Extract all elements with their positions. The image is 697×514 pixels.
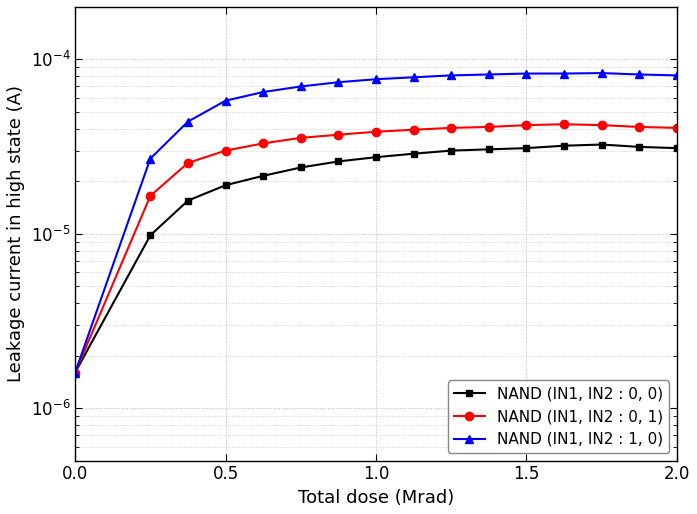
NAND (IN1, IN2 : 1, 0): (0.625, 6.5e-05): 1, 0): (0.625, 6.5e-05) xyxy=(259,89,268,95)
NAND (IN1, IN2 : 0, 1): (1.12, 3.95e-05): 0, 1): (1.12, 3.95e-05) xyxy=(409,126,418,133)
NAND (IN1, IN2 : 0, 0): (0.375, 1.55e-05): 0, 0): (0.375, 1.55e-05) xyxy=(184,197,192,204)
NAND (IN1, IN2 : 0, 1): (0, 1.6e-06): 0, 1): (0, 1.6e-06) xyxy=(71,370,79,376)
NAND (IN1, IN2 : 0, 1): (1.88, 4.1e-05): 0, 1): (1.88, 4.1e-05) xyxy=(635,124,643,130)
NAND (IN1, IN2 : 0, 1): (0.625, 3.3e-05): 0, 1): (0.625, 3.3e-05) xyxy=(259,140,268,146)
NAND (IN1, IN2 : 0, 0): (0.625, 2.15e-05): 0, 0): (0.625, 2.15e-05) xyxy=(259,173,268,179)
NAND (IN1, IN2 : 0, 0): (1.5, 3.1e-05): 0, 0): (1.5, 3.1e-05) xyxy=(522,145,530,151)
NAND (IN1, IN2 : 0, 1): (0.375, 2.55e-05): 0, 1): (0.375, 2.55e-05) xyxy=(184,160,192,166)
NAND (IN1, IN2 : 0, 0): (2, 3.1e-05): 0, 0): (2, 3.1e-05) xyxy=(673,145,681,151)
NAND (IN1, IN2 : 0, 0): (0.5, 1.9e-05): 0, 0): (0.5, 1.9e-05) xyxy=(222,182,230,188)
NAND (IN1, IN2 : 0, 0): (0.75, 2.4e-05): 0, 0): (0.75, 2.4e-05) xyxy=(297,164,305,171)
NAND (IN1, IN2 : 1, 0): (0.75, 7e-05): 1, 0): (0.75, 7e-05) xyxy=(297,83,305,89)
NAND (IN1, IN2 : 0, 1): (1, 3.85e-05): 0, 1): (1, 3.85e-05) xyxy=(372,128,380,135)
NAND (IN1, IN2 : 0, 1): (0.75, 3.55e-05): 0, 1): (0.75, 3.55e-05) xyxy=(297,135,305,141)
NAND (IN1, IN2 : 0, 1): (0.875, 3.7e-05): 0, 1): (0.875, 3.7e-05) xyxy=(334,132,342,138)
X-axis label: Total dose (Mrad): Total dose (Mrad) xyxy=(298,489,454,507)
NAND (IN1, IN2 : 1, 0): (0.375, 4.4e-05): 1, 0): (0.375, 4.4e-05) xyxy=(184,119,192,125)
NAND (IN1, IN2 : 0, 1): (1.38, 4.1e-05): 0, 1): (1.38, 4.1e-05) xyxy=(484,124,493,130)
NAND (IN1, IN2 : 0, 1): (1.62, 4.25e-05): 0, 1): (1.62, 4.25e-05) xyxy=(560,121,568,127)
NAND (IN1, IN2 : 0, 1): (1.25, 4.05e-05): 0, 1): (1.25, 4.05e-05) xyxy=(447,125,455,131)
NAND (IN1, IN2 : 1, 0): (1.75, 8.35e-05): 1, 0): (1.75, 8.35e-05) xyxy=(597,70,606,76)
NAND (IN1, IN2 : 0, 0): (1.88, 3.15e-05): 0, 0): (1.88, 3.15e-05) xyxy=(635,144,643,150)
NAND (IN1, IN2 : 1, 0): (0, 1.6e-06): 1, 0): (0, 1.6e-06) xyxy=(71,370,79,376)
NAND (IN1, IN2 : 1, 0): (0.5, 5.8e-05): 1, 0): (0.5, 5.8e-05) xyxy=(222,98,230,104)
NAND (IN1, IN2 : 1, 0): (0.875, 7.4e-05): 1, 0): (0.875, 7.4e-05) xyxy=(334,79,342,85)
NAND (IN1, IN2 : 1, 0): (1.25, 8.1e-05): 1, 0): (1.25, 8.1e-05) xyxy=(447,72,455,79)
NAND (IN1, IN2 : 0, 0): (1.38, 3.05e-05): 0, 0): (1.38, 3.05e-05) xyxy=(484,146,493,153)
NAND (IN1, IN2 : 0, 0): (1.12, 2.88e-05): 0, 0): (1.12, 2.88e-05) xyxy=(409,151,418,157)
NAND (IN1, IN2 : 1, 0): (0.25, 2.7e-05): 1, 0): (0.25, 2.7e-05) xyxy=(146,156,155,162)
NAND (IN1, IN2 : 1, 0): (1, 7.7e-05): 1, 0): (1, 7.7e-05) xyxy=(372,76,380,82)
NAND (IN1, IN2 : 0, 0): (0.25, 9.8e-06): 0, 0): (0.25, 9.8e-06) xyxy=(146,232,155,238)
Line: NAND (IN1, IN2 : 0, 1): NAND (IN1, IN2 : 0, 1) xyxy=(71,120,681,377)
NAND (IN1, IN2 : 0, 0): (1.62, 3.2e-05): 0, 0): (1.62, 3.2e-05) xyxy=(560,142,568,149)
Y-axis label: Leakage current in high state (A): Leakage current in high state (A) xyxy=(7,85,25,382)
NAND (IN1, IN2 : 1, 0): (1.62, 8.3e-05): 1, 0): (1.62, 8.3e-05) xyxy=(560,70,568,77)
NAND (IN1, IN2 : 1, 0): (1.5, 8.3e-05): 1, 0): (1.5, 8.3e-05) xyxy=(522,70,530,77)
NAND (IN1, IN2 : 0, 0): (1, 2.75e-05): 0, 0): (1, 2.75e-05) xyxy=(372,154,380,160)
NAND (IN1, IN2 : 0, 1): (1.75, 4.2e-05): 0, 1): (1.75, 4.2e-05) xyxy=(597,122,606,128)
NAND (IN1, IN2 : 0, 0): (1.75, 3.25e-05): 0, 0): (1.75, 3.25e-05) xyxy=(597,141,606,148)
NAND (IN1, IN2 : 0, 0): (1.25, 3e-05): 0, 0): (1.25, 3e-05) xyxy=(447,148,455,154)
NAND (IN1, IN2 : 1, 0): (1.12, 7.9e-05): 1, 0): (1.12, 7.9e-05) xyxy=(409,74,418,80)
NAND (IN1, IN2 : 0, 1): (0.25, 1.65e-05): 0, 1): (0.25, 1.65e-05) xyxy=(146,193,155,199)
Line: NAND (IN1, IN2 : 0, 0): NAND (IN1, IN2 : 0, 0) xyxy=(72,141,680,376)
Legend: NAND (IN1, IN2 : 0, 0), NAND (IN1, IN2 : 0, 1), NAND (IN1, IN2 : 1, 0): NAND (IN1, IN2 : 0, 0), NAND (IN1, IN2 :… xyxy=(448,380,669,453)
NAND (IN1, IN2 : 0, 1): (1.5, 4.2e-05): 0, 1): (1.5, 4.2e-05) xyxy=(522,122,530,128)
NAND (IN1, IN2 : 1, 0): (1.88, 8.2e-05): 1, 0): (1.88, 8.2e-05) xyxy=(635,71,643,78)
NAND (IN1, IN2 : 0, 0): (0, 1.6e-06): 0, 0): (0, 1.6e-06) xyxy=(71,370,79,376)
Line: NAND (IN1, IN2 : 1, 0): NAND (IN1, IN2 : 1, 0) xyxy=(71,69,681,377)
NAND (IN1, IN2 : 0, 0): (0.875, 2.6e-05): 0, 0): (0.875, 2.6e-05) xyxy=(334,158,342,164)
NAND (IN1, IN2 : 0, 1): (0.5, 3e-05): 0, 1): (0.5, 3e-05) xyxy=(222,148,230,154)
NAND (IN1, IN2 : 0, 1): (2, 4.05e-05): 0, 1): (2, 4.05e-05) xyxy=(673,125,681,131)
NAND (IN1, IN2 : 1, 0): (2, 8.1e-05): 1, 0): (2, 8.1e-05) xyxy=(673,72,681,79)
NAND (IN1, IN2 : 1, 0): (1.38, 8.2e-05): 1, 0): (1.38, 8.2e-05) xyxy=(484,71,493,78)
